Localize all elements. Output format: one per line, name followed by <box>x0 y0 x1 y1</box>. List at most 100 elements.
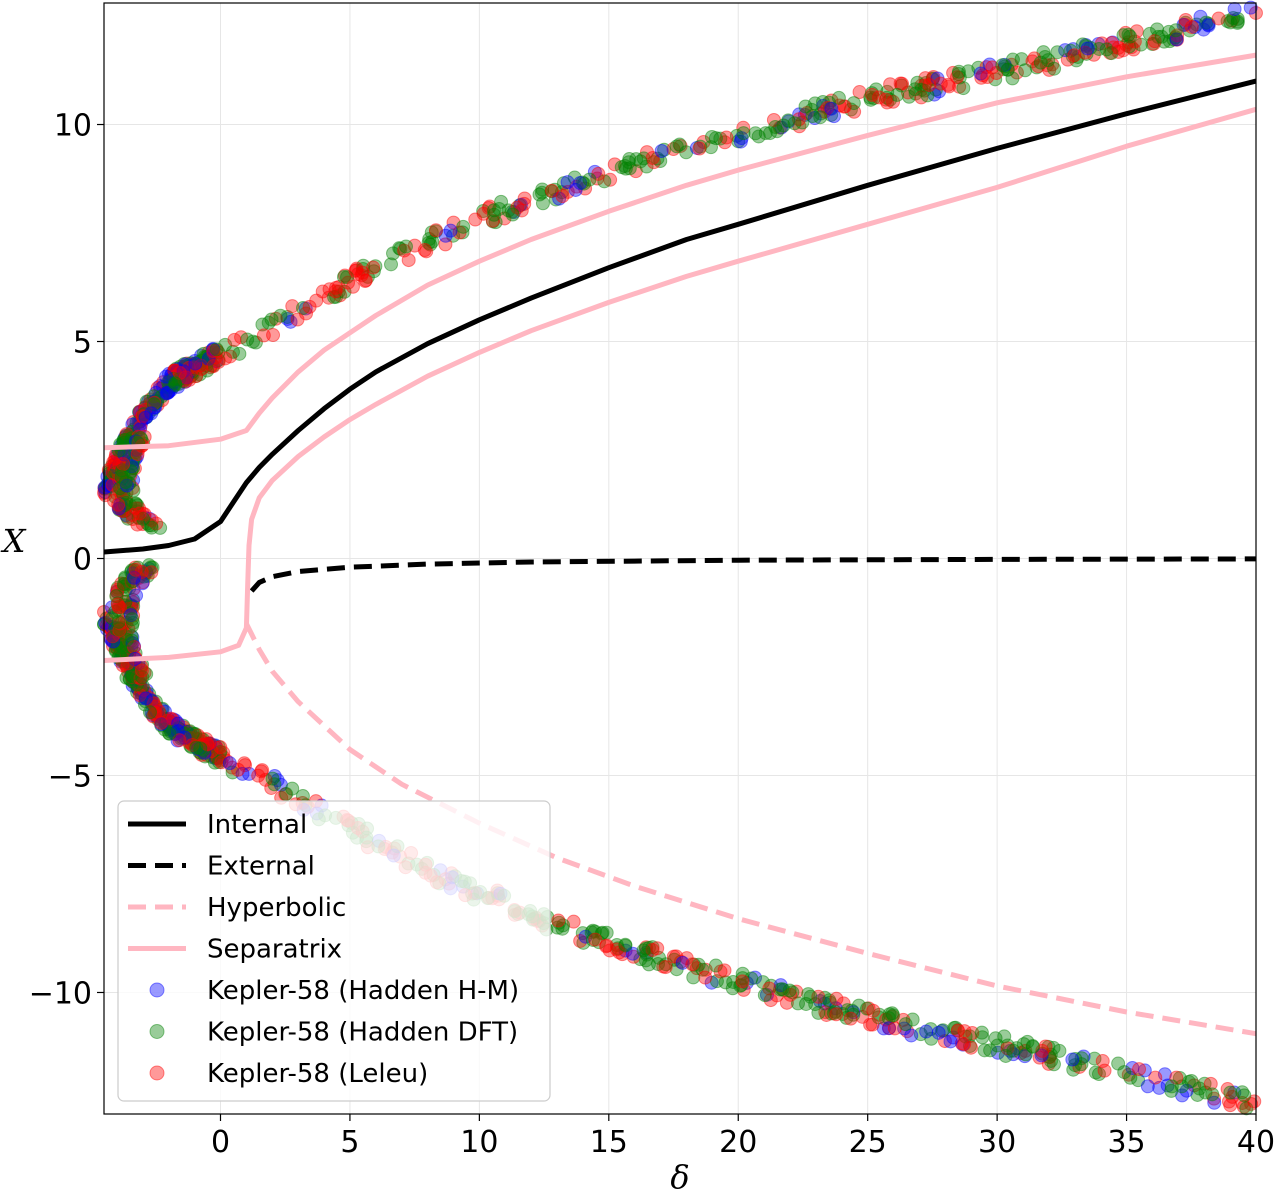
scatter-point <box>1000 62 1015 77</box>
scatter-point <box>110 460 125 475</box>
scatter-point <box>735 974 750 989</box>
scatter-point <box>985 60 1000 75</box>
scatter-point <box>989 66 1004 81</box>
scatter-point <box>1207 1091 1222 1106</box>
scatter-point <box>566 914 581 929</box>
scatter-point <box>111 501 126 516</box>
scatter-point <box>200 363 215 378</box>
scatter-point <box>1111 44 1126 59</box>
scatter-point <box>438 228 453 243</box>
scatter-point <box>106 465 121 480</box>
scatter-point <box>973 66 988 81</box>
scatter-point <box>135 506 150 521</box>
scatter-point <box>998 1048 1013 1063</box>
scatter-point <box>918 76 933 91</box>
scatter-point <box>171 721 186 736</box>
scatter-point <box>609 937 624 952</box>
scatter-point <box>216 745 231 760</box>
scatter-point <box>351 267 366 282</box>
scatter-point <box>955 1037 970 1052</box>
scatter-point <box>130 517 145 532</box>
scatter-point <box>739 975 754 990</box>
scatter-point <box>507 205 522 220</box>
scatter-point <box>1080 41 1095 56</box>
scatter-point <box>130 447 145 462</box>
scatter-point <box>736 120 751 135</box>
scatter-point <box>97 484 112 499</box>
scatter-point <box>808 997 823 1012</box>
scatter-point <box>893 76 908 91</box>
scatter-point <box>115 614 130 629</box>
scatter-point <box>336 269 351 284</box>
scatter-point <box>1006 1047 1021 1062</box>
scatter-point <box>106 455 121 470</box>
scatter-point <box>125 424 140 439</box>
scatter-point <box>163 721 178 736</box>
scatter-point <box>733 978 748 993</box>
scatter-point <box>127 570 142 585</box>
scatter-point <box>110 638 125 653</box>
scatter-point <box>148 394 163 409</box>
scatter-point <box>135 670 150 685</box>
scatter-point <box>1182 23 1197 38</box>
scatter-point <box>487 207 502 222</box>
scatter-point <box>1166 32 1181 47</box>
scatter-point <box>188 726 203 741</box>
scatter-point <box>112 453 127 468</box>
scatter-point <box>98 488 113 503</box>
scatter-point <box>1066 42 1081 57</box>
scatter-point <box>126 608 141 623</box>
scatter-point <box>148 396 163 411</box>
scatter-point <box>105 470 120 485</box>
scatter-point <box>273 308 288 323</box>
scatter-point <box>713 964 728 979</box>
scatter-point <box>679 951 694 966</box>
scatter-point <box>898 1017 913 1032</box>
scatter-point <box>629 152 644 167</box>
scatter-point <box>138 694 153 709</box>
scatter-point <box>167 727 182 742</box>
scatter-point <box>799 106 814 121</box>
scatter-point <box>206 345 221 360</box>
scatter-point <box>120 509 135 524</box>
scatter-point <box>917 83 932 98</box>
scatter-point <box>211 354 226 369</box>
scatter-point <box>950 1023 965 1038</box>
scatter-point <box>1189 17 1204 32</box>
scatter-point <box>882 1007 897 1022</box>
scatter-point <box>116 458 131 473</box>
scatter-point <box>824 1006 839 1021</box>
scatter-point <box>1079 46 1094 61</box>
scatter-point <box>355 265 370 280</box>
scatter-point <box>126 581 141 596</box>
scatter-point <box>924 1031 939 1046</box>
scatter-point <box>184 357 199 372</box>
scatter-point <box>844 1003 859 1018</box>
scatter-point <box>149 516 164 531</box>
scatter-point <box>327 290 342 305</box>
scatter-point <box>476 204 491 219</box>
scatter-point <box>110 486 125 501</box>
scatter-point <box>133 414 148 429</box>
scatter-point <box>980 70 995 85</box>
scatter-point <box>142 518 157 533</box>
scatter-point <box>900 1024 915 1039</box>
scatter-point <box>1031 59 1046 74</box>
scatter-point <box>148 400 163 415</box>
scatter-point <box>106 462 121 477</box>
scatter-point <box>887 1021 902 1036</box>
scatter-point <box>113 470 128 485</box>
scatter-point <box>804 102 819 117</box>
scatter-point <box>1065 49 1080 64</box>
scatter-point <box>578 181 593 196</box>
scatter-point <box>1013 1046 1028 1061</box>
scatter-point <box>161 711 176 726</box>
scatter-point <box>905 1012 920 1027</box>
scatter-point <box>815 95 830 110</box>
scatter-point <box>134 407 149 422</box>
scatter-point <box>734 131 749 146</box>
scatter-point <box>119 600 134 615</box>
scatter-point <box>273 777 288 792</box>
scatter-point <box>947 1020 962 1035</box>
scatter-point <box>1104 46 1119 61</box>
